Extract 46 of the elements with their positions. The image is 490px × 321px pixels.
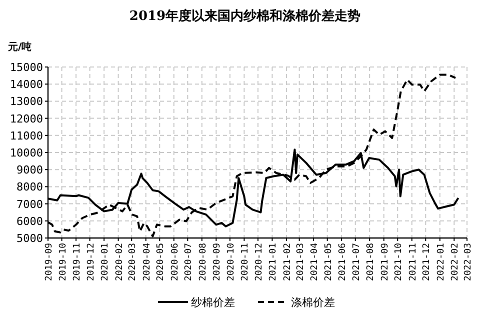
y-axis-title: 元/吨: [7, 41, 32, 53]
x-tick-label: 2020-07: [184, 243, 194, 281]
x-tick-label: 2019-09: [44, 243, 54, 281]
x-tick-label: 2020-12: [254, 243, 264, 281]
y-tick-label: 15000: [10, 61, 43, 74]
x-tick-label: 2021-11: [408, 243, 418, 281]
x-tick-label: 2021-07: [352, 243, 362, 281]
x-tick-label: 2020-02: [114, 243, 125, 281]
y-tick-label: 13000: [10, 95, 43, 108]
x-tick-label: 2020-11: [240, 243, 251, 281]
x-tick-label: 2020-06: [170, 243, 180, 281]
y-tick-label: 9000: [16, 164, 43, 177]
y-tick-label: 12000: [10, 112, 43, 126]
x-tick-label: 2020-04: [142, 243, 152, 281]
x-tick-label: 2021-10: [394, 243, 404, 281]
x-tick-label: 2022-01: [436, 243, 446, 281]
x-tick-label: 2021-12: [422, 243, 432, 281]
x-tick-label: 2019-12: [86, 243, 96, 281]
x-tick-label: 2020-05: [156, 243, 166, 281]
legend-label: 纱棉价差: [191, 296, 235, 309]
x-tick-label: 2021-06: [338, 243, 348, 281]
x-tick-label: 2021-04: [310, 243, 320, 281]
x-tick-label: 2021-09: [380, 243, 390, 281]
x-tick-label: 2020-01: [100, 243, 111, 281]
x-tick-label: 2021-02: [282, 243, 293, 281]
y-tick-label: 11000: [10, 129, 43, 142]
y-tick-label: 7000: [16, 198, 43, 211]
y-tick-label: 5000: [16, 232, 43, 245]
x-tick-label: 2020-08: [198, 243, 208, 281]
x-tick-label: 2020-10: [226, 243, 236, 281]
x-tick-label: 2020-03: [128, 243, 138, 281]
y-tick-label: 14000: [10, 78, 43, 92]
y-tick-label: 10000: [10, 146, 43, 160]
y-tick-label: 8000: [16, 180, 43, 194]
x-tick-label: 2022-03: [464, 243, 474, 281]
x-tick-label: 2021-03: [296, 243, 306, 281]
x-tick-label: 2021-05: [324, 243, 334, 281]
x-tick-label: 2019-10: [58, 243, 68, 281]
x-tick-label: 2020-09: [212, 243, 223, 281]
x-tick-label: 2021-01: [268, 243, 279, 281]
x-tick-label: 2022-02: [450, 243, 461, 281]
legend-label: 涤棉价差: [291, 296, 335, 309]
x-tick-label: 2019-11: [72, 243, 83, 281]
chart-title: 2019年度以来国内纱棉和涤棉价差走势: [129, 8, 361, 24]
y-tick-label: 6000: [16, 214, 43, 228]
x-tick-label: 2021-08: [366, 243, 376, 281]
